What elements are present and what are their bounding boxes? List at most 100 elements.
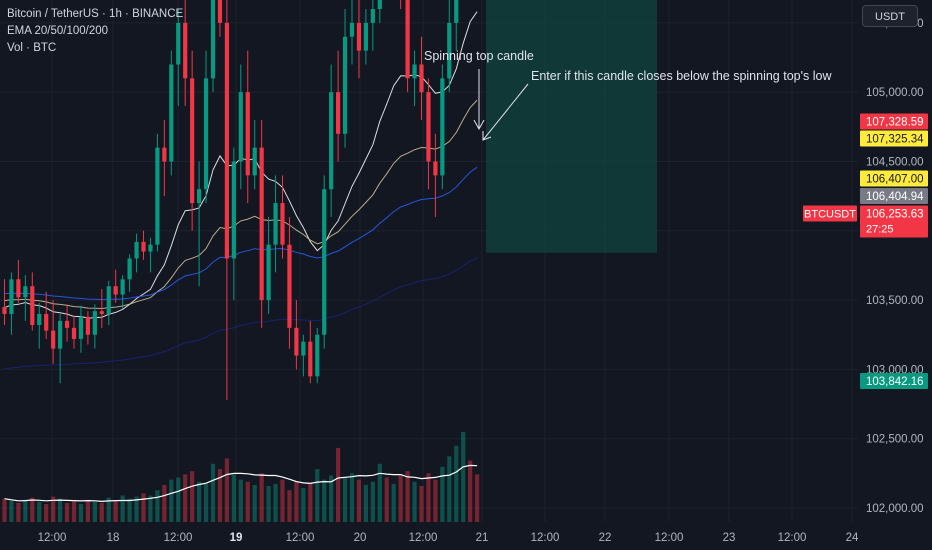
candle-body <box>224 22 229 259</box>
volume-bar <box>120 495 125 522</box>
candle-body <box>238 92 243 162</box>
volume-bar <box>2 498 7 522</box>
candle-body <box>197 189 202 204</box>
time-tick-label: 19 <box>230 532 243 544</box>
candle-body <box>16 279 21 298</box>
ema-line <box>4 99 478 310</box>
volume-bar <box>176 477 181 522</box>
volume-bar <box>224 458 229 522</box>
volume-bar <box>322 479 327 522</box>
candle-body <box>113 286 118 295</box>
candle-body <box>356 22 362 51</box>
volume-bar <box>183 474 188 522</box>
arrow-diagonal-line <box>482 83 529 141</box>
volume-legend: Vol · BTC <box>7 42 57 54</box>
candle-body <box>259 147 264 301</box>
volume-bar <box>273 483 278 522</box>
price-tick-label: 105,000.00 <box>866 87 924 99</box>
volume-bar <box>148 495 153 522</box>
volume-bar <box>217 469 223 522</box>
volume-bar <box>203 483 209 522</box>
price-label-text: 103,842.16 <box>866 376 924 388</box>
candle-body <box>336 92 341 134</box>
candle-body <box>23 286 28 298</box>
volume-bar <box>447 456 452 522</box>
volume-bar <box>44 504 49 522</box>
volume-bar <box>412 481 417 522</box>
price-label-box <box>860 170 928 187</box>
volume-bar <box>294 481 299 522</box>
candle-body <box>183 22 188 79</box>
volume-bar <box>113 500 118 522</box>
volume-bar <box>9 500 14 522</box>
time-tick-label: 12:00 <box>164 532 193 544</box>
candle-body <box>294 327 299 356</box>
volume-bar <box>210 463 216 522</box>
volume-bar <box>259 473 264 522</box>
volume-bar <box>440 466 445 522</box>
candle-body <box>252 147 257 176</box>
candle-body <box>447 22 452 79</box>
volume-bar <box>58 498 63 522</box>
time-tick-label: 12:00 <box>655 532 684 544</box>
candle-body <box>231 161 236 259</box>
volume-bar <box>245 481 250 522</box>
candle-body <box>287 244 292 328</box>
candle-body <box>370 9 375 23</box>
volume-bar <box>398 475 403 522</box>
candle-body <box>141 241 146 252</box>
volume-bar <box>349 473 355 522</box>
volume-bar <box>308 483 313 522</box>
candle-body <box>51 330 56 349</box>
price-label-text: 106,404.94 <box>866 191 924 203</box>
annotation-entry-rule: Enter if this candle closes below the sp… <box>531 69 832 83</box>
ema-line <box>4 257 478 370</box>
trade-zones <box>486 0 657 253</box>
volume-bar <box>315 469 320 522</box>
price-tick-label: 103,500.00 <box>866 295 924 307</box>
candle-body <box>71 327 77 339</box>
price-tick-label: 104,500.00 <box>866 157 924 169</box>
volume-bar <box>336 447 341 522</box>
volume-bar <box>433 479 438 522</box>
candle-body <box>64 320 70 328</box>
candle-body <box>349 22 355 37</box>
time-tick-label: 12:00 <box>531 532 560 544</box>
candle-body <box>412 64 417 79</box>
candle-body <box>405 0 410 79</box>
time-tick-label: 12:00 <box>778 532 807 544</box>
price-label-box <box>860 205 928 238</box>
volume-bar <box>99 502 104 522</box>
currency-button[interactable]: USDT <box>862 5 918 27</box>
price-axis[interactable]: 102,000.00102,500.00103,000.00103,500.00… <box>866 0 924 515</box>
candle-body <box>92 311 97 335</box>
volume-bar <box>363 484 368 522</box>
candle-body <box>322 189 327 335</box>
volume-bar <box>134 496 139 522</box>
price-label-text: 106,253.63 <box>866 209 924 221</box>
candle-body <box>203 78 209 190</box>
candle-body <box>127 258 132 280</box>
price-label-text: 107,328.59 <box>866 117 924 129</box>
candle-body <box>58 320 63 349</box>
candle-body <box>37 313 42 326</box>
candle-body <box>155 147 160 245</box>
volume-bar <box>475 474 480 522</box>
arrow-down-head <box>473 119 485 131</box>
candle-body <box>120 279 125 295</box>
time-axis[interactable]: 12:00 18 12:00 19 12:00 20 12:00 21 12:00 22 12:00… <box>38 532 859 544</box>
price-label-box <box>860 130 928 147</box>
volume-bar <box>342 477 348 522</box>
time-tick-label: 21 <box>476 532 489 544</box>
candle-body <box>217 0 223 23</box>
price-label-text: 107,325.34 <box>866 134 924 146</box>
volume-bar <box>238 479 243 522</box>
volume-bar <box>190 471 195 522</box>
annotation-spinning-top: Spinning top candle <box>424 49 534 63</box>
arrow-diagonal-head <box>482 131 492 141</box>
candle-body <box>106 286 111 314</box>
volume-bar <box>391 483 396 522</box>
price-label-text: 106,407.00 <box>866 174 924 186</box>
volume-bar <box>231 474 236 522</box>
